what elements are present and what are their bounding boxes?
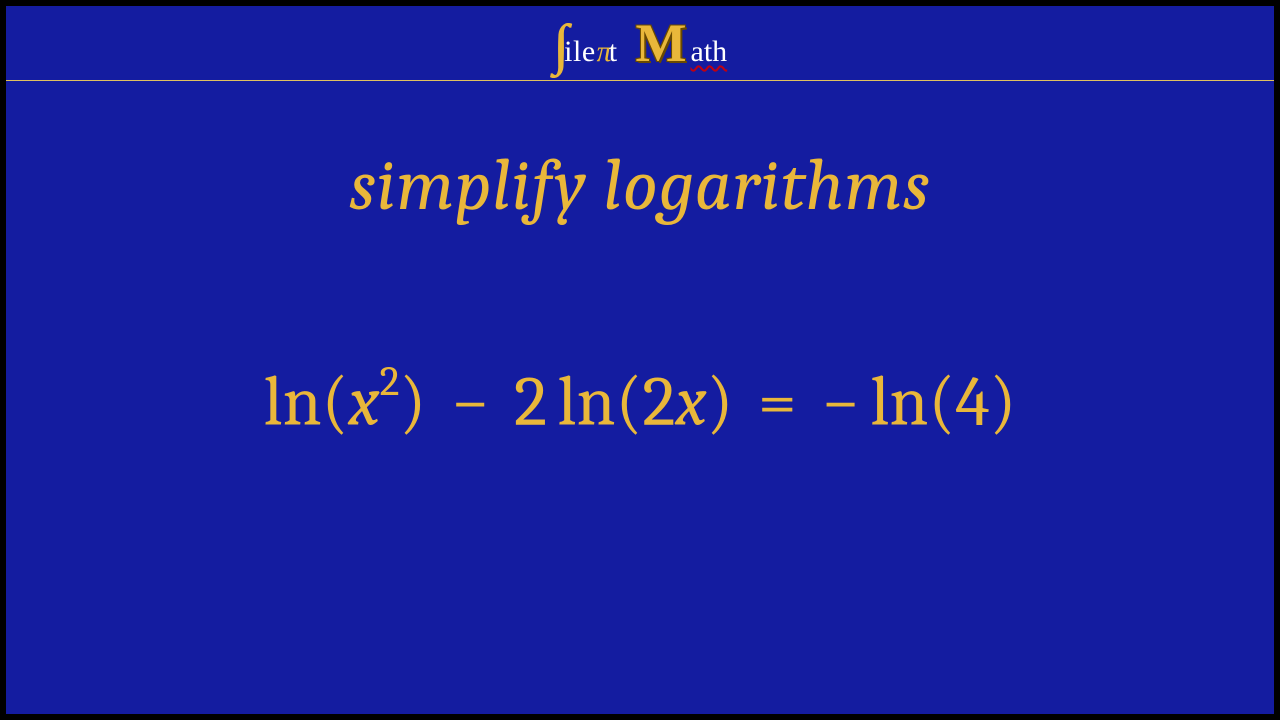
eq-x-2: x [675, 361, 706, 442]
equation: ln(x2)−2ln(2x)=−ln(4) [6, 357, 1274, 442]
eq-ln-2: ln [558, 361, 616, 442]
eq-coef-2: 2 [514, 361, 547, 442]
slide-content: simplify logarithms ln(x2)−2ln(2x)=−ln(4… [6, 86, 1274, 714]
eq-lparen-2: ( [616, 361, 643, 442]
brand-logo: ∫ ile π t M ath [553, 15, 727, 71]
logo-text-ile: ile [564, 37, 596, 67]
eq-two-inner: 2 [642, 361, 675, 442]
eq-ln-1: ln [264, 361, 322, 442]
eq-lparen-1: ( [322, 361, 349, 442]
integral-icon: ∫ [553, 17, 568, 73]
logo-letter-m: M [636, 16, 685, 70]
eq-equals: = [758, 361, 797, 442]
eq-rparen-3: ) [990, 361, 1017, 442]
logo-text-ath: ath [691, 37, 728, 67]
slide-title: simplify logarithms [6, 144, 1274, 227]
slide-frame: ∫ ile π t M ath simplify logarithms ln(x… [6, 6, 1274, 714]
eq-rparen-2: ) [707, 361, 734, 442]
eq-exponent: 2 [380, 357, 400, 406]
eq-x-1: x [348, 361, 379, 442]
eq-lparen-3: ( [928, 361, 955, 442]
eq-ln-3: ln [870, 361, 928, 442]
header-bar: ∫ ile π t M ath [6, 6, 1274, 81]
logo-word-silent: ∫ ile π t [553, 15, 618, 71]
eq-rparen-1: ) [399, 361, 426, 442]
eq-minus-2: − [821, 361, 860, 442]
eq-four: 4 [955, 361, 989, 442]
logo-word-math: M ath [636, 16, 728, 70]
logo-text-t: t [609, 37, 618, 67]
eq-minus-1: − [451, 361, 490, 442]
